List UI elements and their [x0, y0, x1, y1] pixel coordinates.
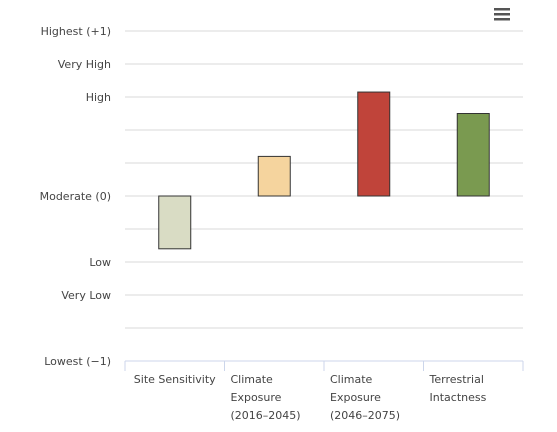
y-tick-label: Very Low	[61, 289, 111, 302]
x-tick-label: (2046–2075)	[330, 409, 400, 422]
x-tick-label: Exposure	[231, 391, 282, 404]
x-axis-ticks: Site Sensitivity Climate Exposure (2016–204…	[134, 373, 487, 422]
bars	[158, 91, 490, 250]
x-axis	[124, 360, 524, 371]
bar[interactable]	[158, 195, 192, 250]
hamburger-menu-icon	[494, 8, 510, 21]
bar[interactable]	[357, 91, 391, 197]
y-axis-ticks: Highest (+1) Very High High Moderate (0) Low…	[40, 25, 111, 368]
y-tick-label: Moderate (0)	[40, 190, 111, 203]
bar[interactable]	[257, 155, 291, 197]
x-tick-label: (2016–2045)	[231, 409, 301, 422]
gridlines	[125, 30, 523, 329]
y-tick-label: Highest (+1)	[41, 25, 111, 38]
y-tick-label: Low	[89, 256, 111, 269]
x-tick-label: Climate	[330, 373, 373, 386]
x-tick-label: Exposure	[330, 391, 381, 404]
y-tick-label: Very High	[58, 58, 111, 71]
bar[interactable]	[456, 113, 490, 197]
y-tick-label: Lowest (−1)	[44, 355, 111, 368]
y-tick-label: High	[86, 91, 111, 104]
x-tick-label: Site Sensitivity	[134, 373, 216, 386]
x-tick-label: Climate	[231, 373, 274, 386]
x-tick-label: Terrestrial	[429, 373, 484, 386]
chart-menu-button[interactable]	[490, 4, 514, 24]
x-tick-label: Intactness	[430, 391, 487, 404]
